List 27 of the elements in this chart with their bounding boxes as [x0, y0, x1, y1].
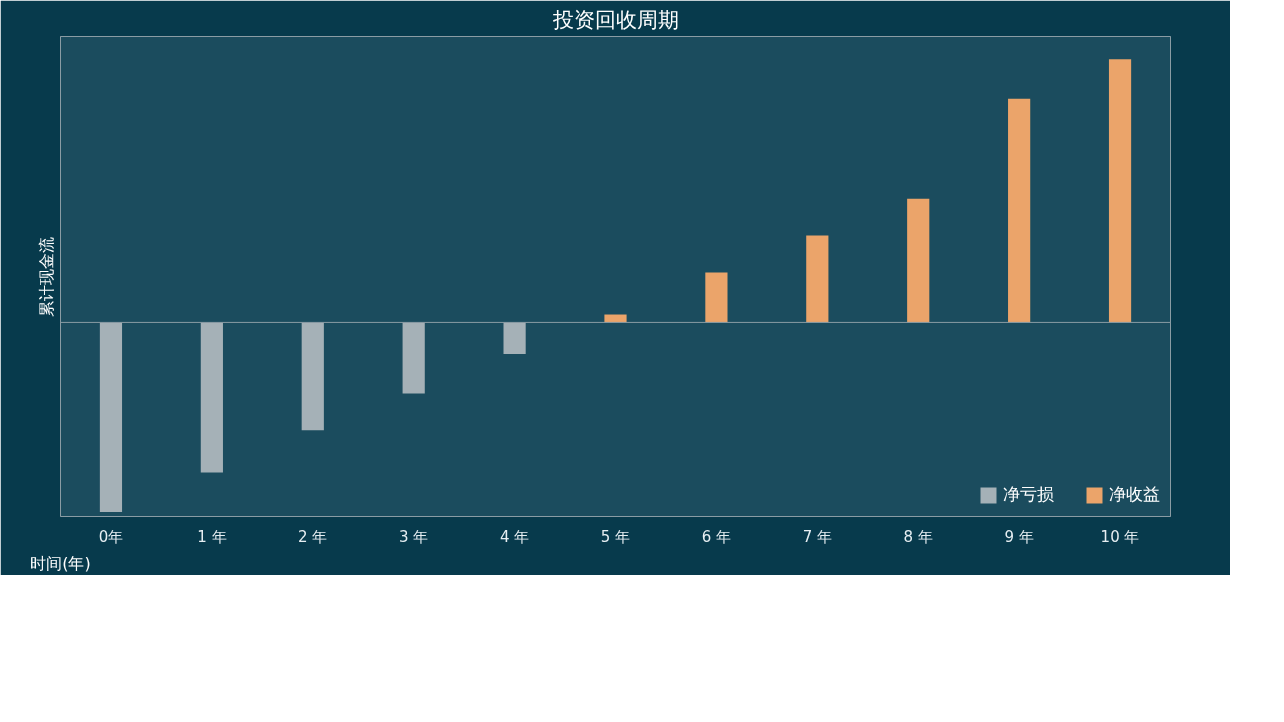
- x-tick-label: 1 年: [197, 527, 227, 546]
- bar: [604, 314, 627, 323]
- x-tick-label: 9 年: [1004, 527, 1034, 546]
- bar: [200, 322, 223, 473]
- x-tick-label: 4 年: [499, 527, 530, 546]
- x-tick-label: 2 年: [298, 527, 328, 546]
- x-tick-label: 3 年: [399, 527, 429, 546]
- x-tick-label: 10 年: [1100, 527, 1140, 546]
- x-axis-title: 时间(年): [30, 553, 91, 573]
- y-axis-title: 累计现金流: [36, 236, 56, 317]
- x-tick-label: 7 年: [802, 527, 832, 546]
- bar: [301, 322, 324, 431]
- bar: [1008, 98, 1031, 323]
- x-tick-label: 8 年: [903, 527, 933, 546]
- bar: [402, 322, 425, 394]
- bar: [1108, 59, 1132, 323]
- bar: [99, 322, 123, 512]
- bar: [705, 272, 728, 323]
- chart-title: 投资回收周期: [551, 7, 679, 32]
- legend-label: 净亏损: [1003, 483, 1054, 506]
- x-tick-label: 0年: [98, 527, 124, 546]
- bar: [806, 235, 829, 323]
- bar: [907, 198, 930, 323]
- x-tick-label: 6 年: [701, 527, 732, 546]
- bar: [503, 322, 526, 355]
- legend-label: 净收益: [1109, 483, 1160, 506]
- x-tick-label: 5 年: [600, 527, 631, 546]
